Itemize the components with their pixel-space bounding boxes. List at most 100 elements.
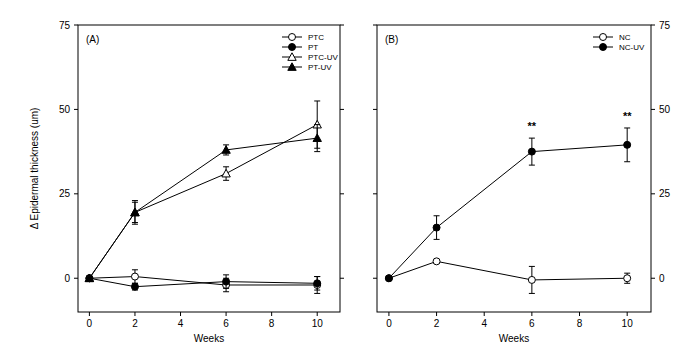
- series-line: [389, 145, 627, 278]
- x-tick-label: 8: [577, 318, 583, 329]
- data-point: [131, 208, 139, 216]
- x-tick: [134, 312, 135, 316]
- y-tick-label: 0: [659, 273, 665, 284]
- legend-label: NC: [619, 33, 631, 42]
- error-bar: [434, 216, 440, 240]
- x-tick: [436, 312, 437, 316]
- data-point: [86, 275, 93, 282]
- data-point: [385, 275, 392, 282]
- y-tick-right: [651, 25, 655, 26]
- x-tick-label: 10: [622, 318, 634, 329]
- data-point: [222, 169, 230, 177]
- error-bar: [624, 128, 630, 162]
- series-line: [89, 138, 317, 278]
- x-tick-label: 4: [178, 318, 184, 329]
- data-point: [85, 274, 93, 282]
- y-tick: [373, 25, 377, 26]
- y-tick: [373, 278, 377, 279]
- x-tick-label: 8: [269, 318, 275, 329]
- x-tick: [627, 312, 628, 316]
- x-tick: [317, 312, 318, 316]
- data-point: [624, 275, 631, 282]
- error-bar: [314, 277, 320, 291]
- y-tick-right: [340, 25, 344, 26]
- figure: 0 2 4 6 8 10 0 25 50 75 Weeks Δ Epidermal thickness…: [0, 0, 692, 345]
- y-tick-label: 50: [59, 104, 71, 115]
- data-point: [131, 273, 138, 280]
- y-tick-label: 25: [659, 188, 671, 199]
- x-tick: [89, 312, 90, 316]
- x-axis-label: Weeks: [194, 333, 224, 344]
- data-point: [223, 278, 230, 285]
- x-tick: [579, 312, 580, 316]
- plot-data: [85, 101, 321, 293]
- data-point: [433, 258, 440, 265]
- x-tick-label: 6: [223, 318, 229, 329]
- data-point: [433, 224, 440, 231]
- series-line: [89, 277, 317, 285]
- x-tick: [226, 312, 227, 316]
- y-tick-label: 50: [659, 104, 671, 115]
- series-line: [89, 125, 317, 279]
- x-tick-label: 0: [87, 318, 93, 329]
- legend-marker: [288, 53, 296, 61]
- legend-marker: [288, 63, 296, 71]
- series-line: [89, 278, 317, 286]
- data-point: [222, 146, 230, 154]
- x-tick-label: 6: [529, 318, 535, 329]
- y-tick: [74, 109, 78, 110]
- data-point: [624, 141, 631, 148]
- y-tick-right: [340, 193, 344, 194]
- legend: NCNC-UV: [593, 33, 645, 52]
- data-point: [313, 134, 321, 142]
- y-tick-right: [651, 193, 655, 194]
- data-point: [131, 283, 138, 290]
- y-tick: [74, 25, 78, 26]
- legend-marker: [600, 34, 607, 41]
- data-point: [85, 274, 93, 282]
- x-tick: [180, 312, 181, 316]
- y-tick-label: 25: [59, 188, 71, 199]
- error-bar: [132, 270, 138, 284]
- y-tick-right: [651, 109, 655, 110]
- legend-label: PT-UV: [308, 63, 332, 72]
- x-tick: [388, 312, 389, 316]
- legend-label: PTC-UV: [308, 53, 338, 62]
- x-tick-label: 10: [312, 318, 324, 329]
- x-tick: [531, 312, 532, 316]
- data-point: [528, 276, 535, 283]
- y-tick: [373, 193, 377, 194]
- y-tick: [373, 109, 377, 110]
- x-tick-label: 0: [386, 318, 392, 329]
- y-tick-right: [340, 278, 344, 279]
- error-bar: [529, 138, 535, 165]
- error-bar: [223, 278, 229, 292]
- data-point: [385, 275, 392, 282]
- y-tick: [74, 278, 78, 279]
- legend-label: PTC: [308, 33, 324, 42]
- annotation: **: [623, 110, 632, 122]
- y-tick-label: 75: [659, 20, 671, 31]
- legend-label: NC-UV: [619, 43, 645, 52]
- x-tick: [484, 312, 485, 316]
- data-point: [528, 148, 535, 155]
- error-bar: [314, 277, 320, 294]
- data-point: [314, 280, 321, 287]
- annotation: **: [528, 120, 537, 132]
- series-line: [389, 261, 627, 280]
- plot-data: [385, 128, 630, 293]
- error-bar: [529, 266, 535, 293]
- panel-label: (B): [385, 34, 398, 45]
- data-point: [131, 208, 139, 216]
- error-bar: [624, 273, 630, 283]
- x-tick-label: 4: [481, 318, 487, 329]
- error-bar: [132, 283, 138, 290]
- y-tick-label: 75: [59, 20, 71, 31]
- error-bar: [223, 275, 229, 289]
- legend-marker: [289, 44, 296, 51]
- x-axis-label: Weeks: [499, 333, 529, 344]
- y-tick-label: 0: [64, 273, 70, 284]
- y-axis-label: Δ Epidermal thickness (um): [29, 108, 40, 230]
- x-tick-label: 2: [434, 318, 440, 329]
- legend: PTCPTPTC-UVPT-UV: [282, 33, 338, 72]
